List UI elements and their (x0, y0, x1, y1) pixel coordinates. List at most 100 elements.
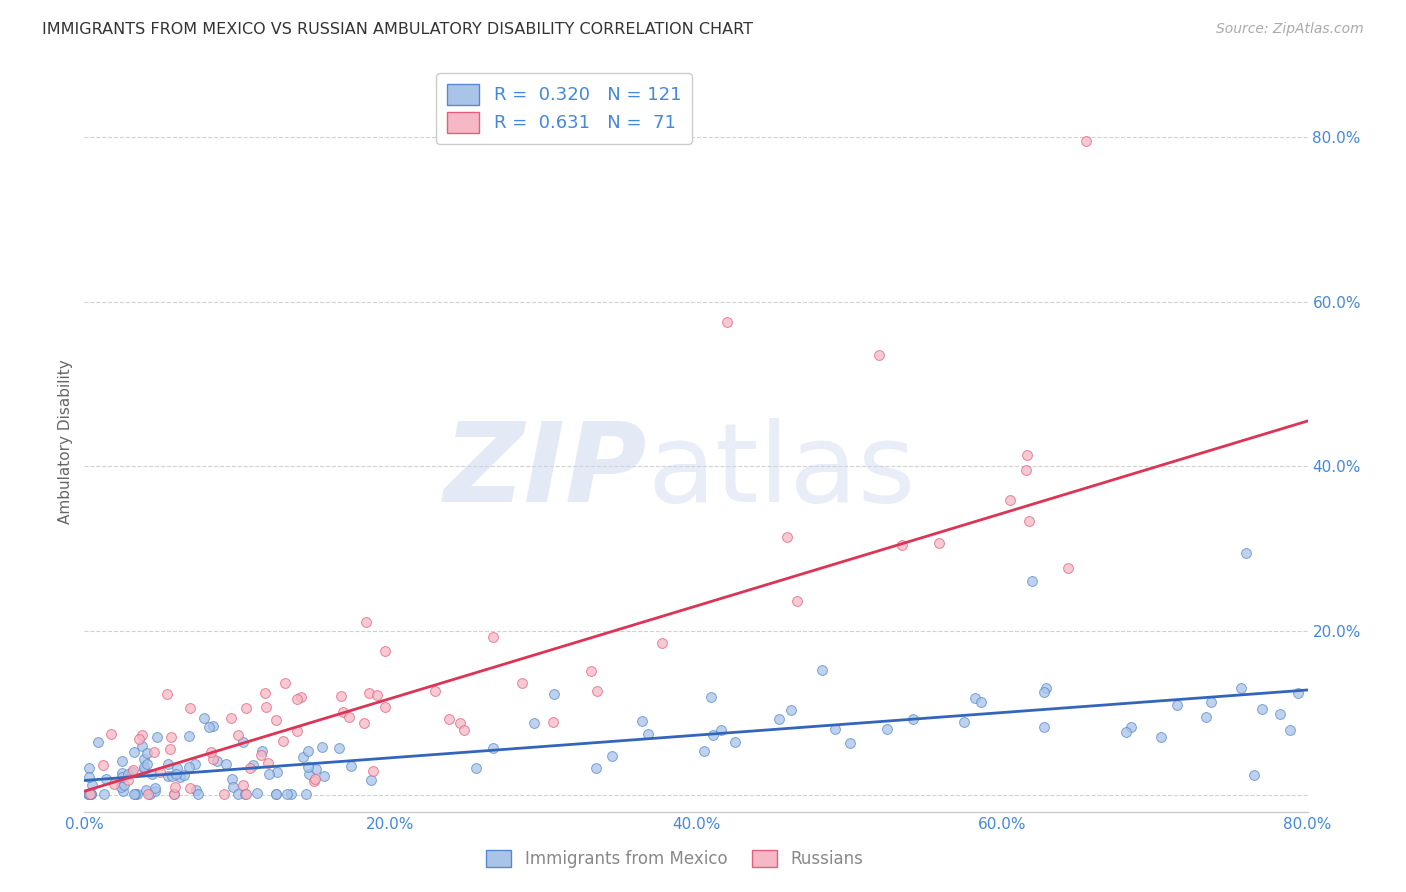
Point (716, 315, 738, 329)
Point (122, 788, 145, 802)
Point (1150, 730, 1173, 744)
Point (264, 788, 287, 802)
Point (221, 772, 243, 786)
Point (111, 766, 134, 780)
Point (77, 761, 100, 775)
Point (876, 722, 898, 736)
Point (93, 788, 115, 802)
Point (1032, 720, 1054, 734)
Point (311, 739, 333, 754)
Point (1017, 448, 1039, 462)
Point (111, 755, 134, 769)
Point (163, 788, 186, 802)
Point (1195, 709, 1218, 723)
Point (449, 715, 471, 730)
Point (482, 741, 505, 756)
Text: Source: ZipAtlas.com: Source: ZipAtlas.com (1216, 22, 1364, 37)
Point (136, 757, 159, 772)
Point (235, 788, 257, 802)
Point (179, 780, 201, 795)
Point (928, 536, 950, 550)
Point (159, 731, 181, 745)
Point (786, 594, 808, 608)
Point (79, 788, 101, 802)
Point (110, 780, 132, 794)
Point (354, 615, 377, 629)
Point (291, 749, 314, 764)
Point (121, 765, 143, 780)
Point (124, 788, 146, 802)
Point (142, 745, 165, 759)
Point (232, 735, 254, 749)
Point (127, 788, 149, 802)
Point (304, 762, 326, 776)
Point (264, 713, 287, 727)
Point (464, 761, 486, 775)
Point (523, 716, 546, 731)
Point (117, 767, 139, 781)
Point (1018, 514, 1040, 528)
Point (332, 705, 354, 719)
Point (212, 788, 235, 802)
Point (1279, 723, 1302, 737)
Point (169, 770, 191, 784)
Point (232, 778, 254, 792)
Point (699, 690, 721, 704)
Point (970, 694, 993, 708)
Point (254, 685, 277, 699)
Point (963, 691, 986, 706)
Point (132, 762, 155, 776)
Point (131, 727, 153, 741)
Point (136, 747, 159, 761)
Point (998, 493, 1021, 508)
Y-axis label: Ambulatory Disability: Ambulatory Disability (58, 359, 73, 524)
Point (374, 644, 396, 658)
Point (1166, 698, 1188, 713)
Point (302, 773, 325, 788)
Point (295, 788, 318, 802)
Point (193, 711, 215, 725)
Point (285, 692, 308, 706)
Point (780, 703, 803, 717)
Point (637, 727, 659, 741)
Point (1074, 134, 1097, 148)
Point (1021, 574, 1043, 589)
Point (1286, 685, 1309, 699)
Point (339, 759, 361, 773)
Point (1115, 725, 1137, 739)
Point (425, 684, 447, 698)
Point (266, 765, 288, 780)
Point (124, 745, 146, 759)
Point (163, 788, 186, 802)
Point (250, 748, 273, 763)
Point (337, 709, 360, 723)
Point (103, 777, 125, 791)
Point (1032, 685, 1054, 699)
Point (1015, 463, 1038, 477)
Point (290, 690, 312, 705)
Point (135, 783, 157, 797)
Point (256, 756, 278, 771)
Legend: R =  0.320   N = 121, R =  0.631   N =  71: R = 0.320 N = 121, R = 0.631 N = 71 (436, 73, 692, 144)
Point (811, 663, 834, 677)
Point (1230, 681, 1253, 695)
Point (132, 752, 155, 766)
Point (121, 763, 143, 777)
Point (173, 768, 195, 782)
Point (330, 689, 353, 703)
Point (724, 735, 747, 749)
Point (254, 699, 277, 714)
Point (219, 711, 242, 725)
Point (328, 740, 350, 755)
Point (159, 742, 181, 756)
Point (543, 714, 565, 729)
Point (110, 771, 132, 785)
Point (297, 744, 319, 758)
Point (312, 769, 335, 783)
Point (165, 767, 187, 781)
Point (215, 757, 238, 772)
Point (162, 769, 184, 783)
Point (271, 734, 294, 748)
Point (651, 636, 673, 650)
Point (259, 767, 281, 781)
